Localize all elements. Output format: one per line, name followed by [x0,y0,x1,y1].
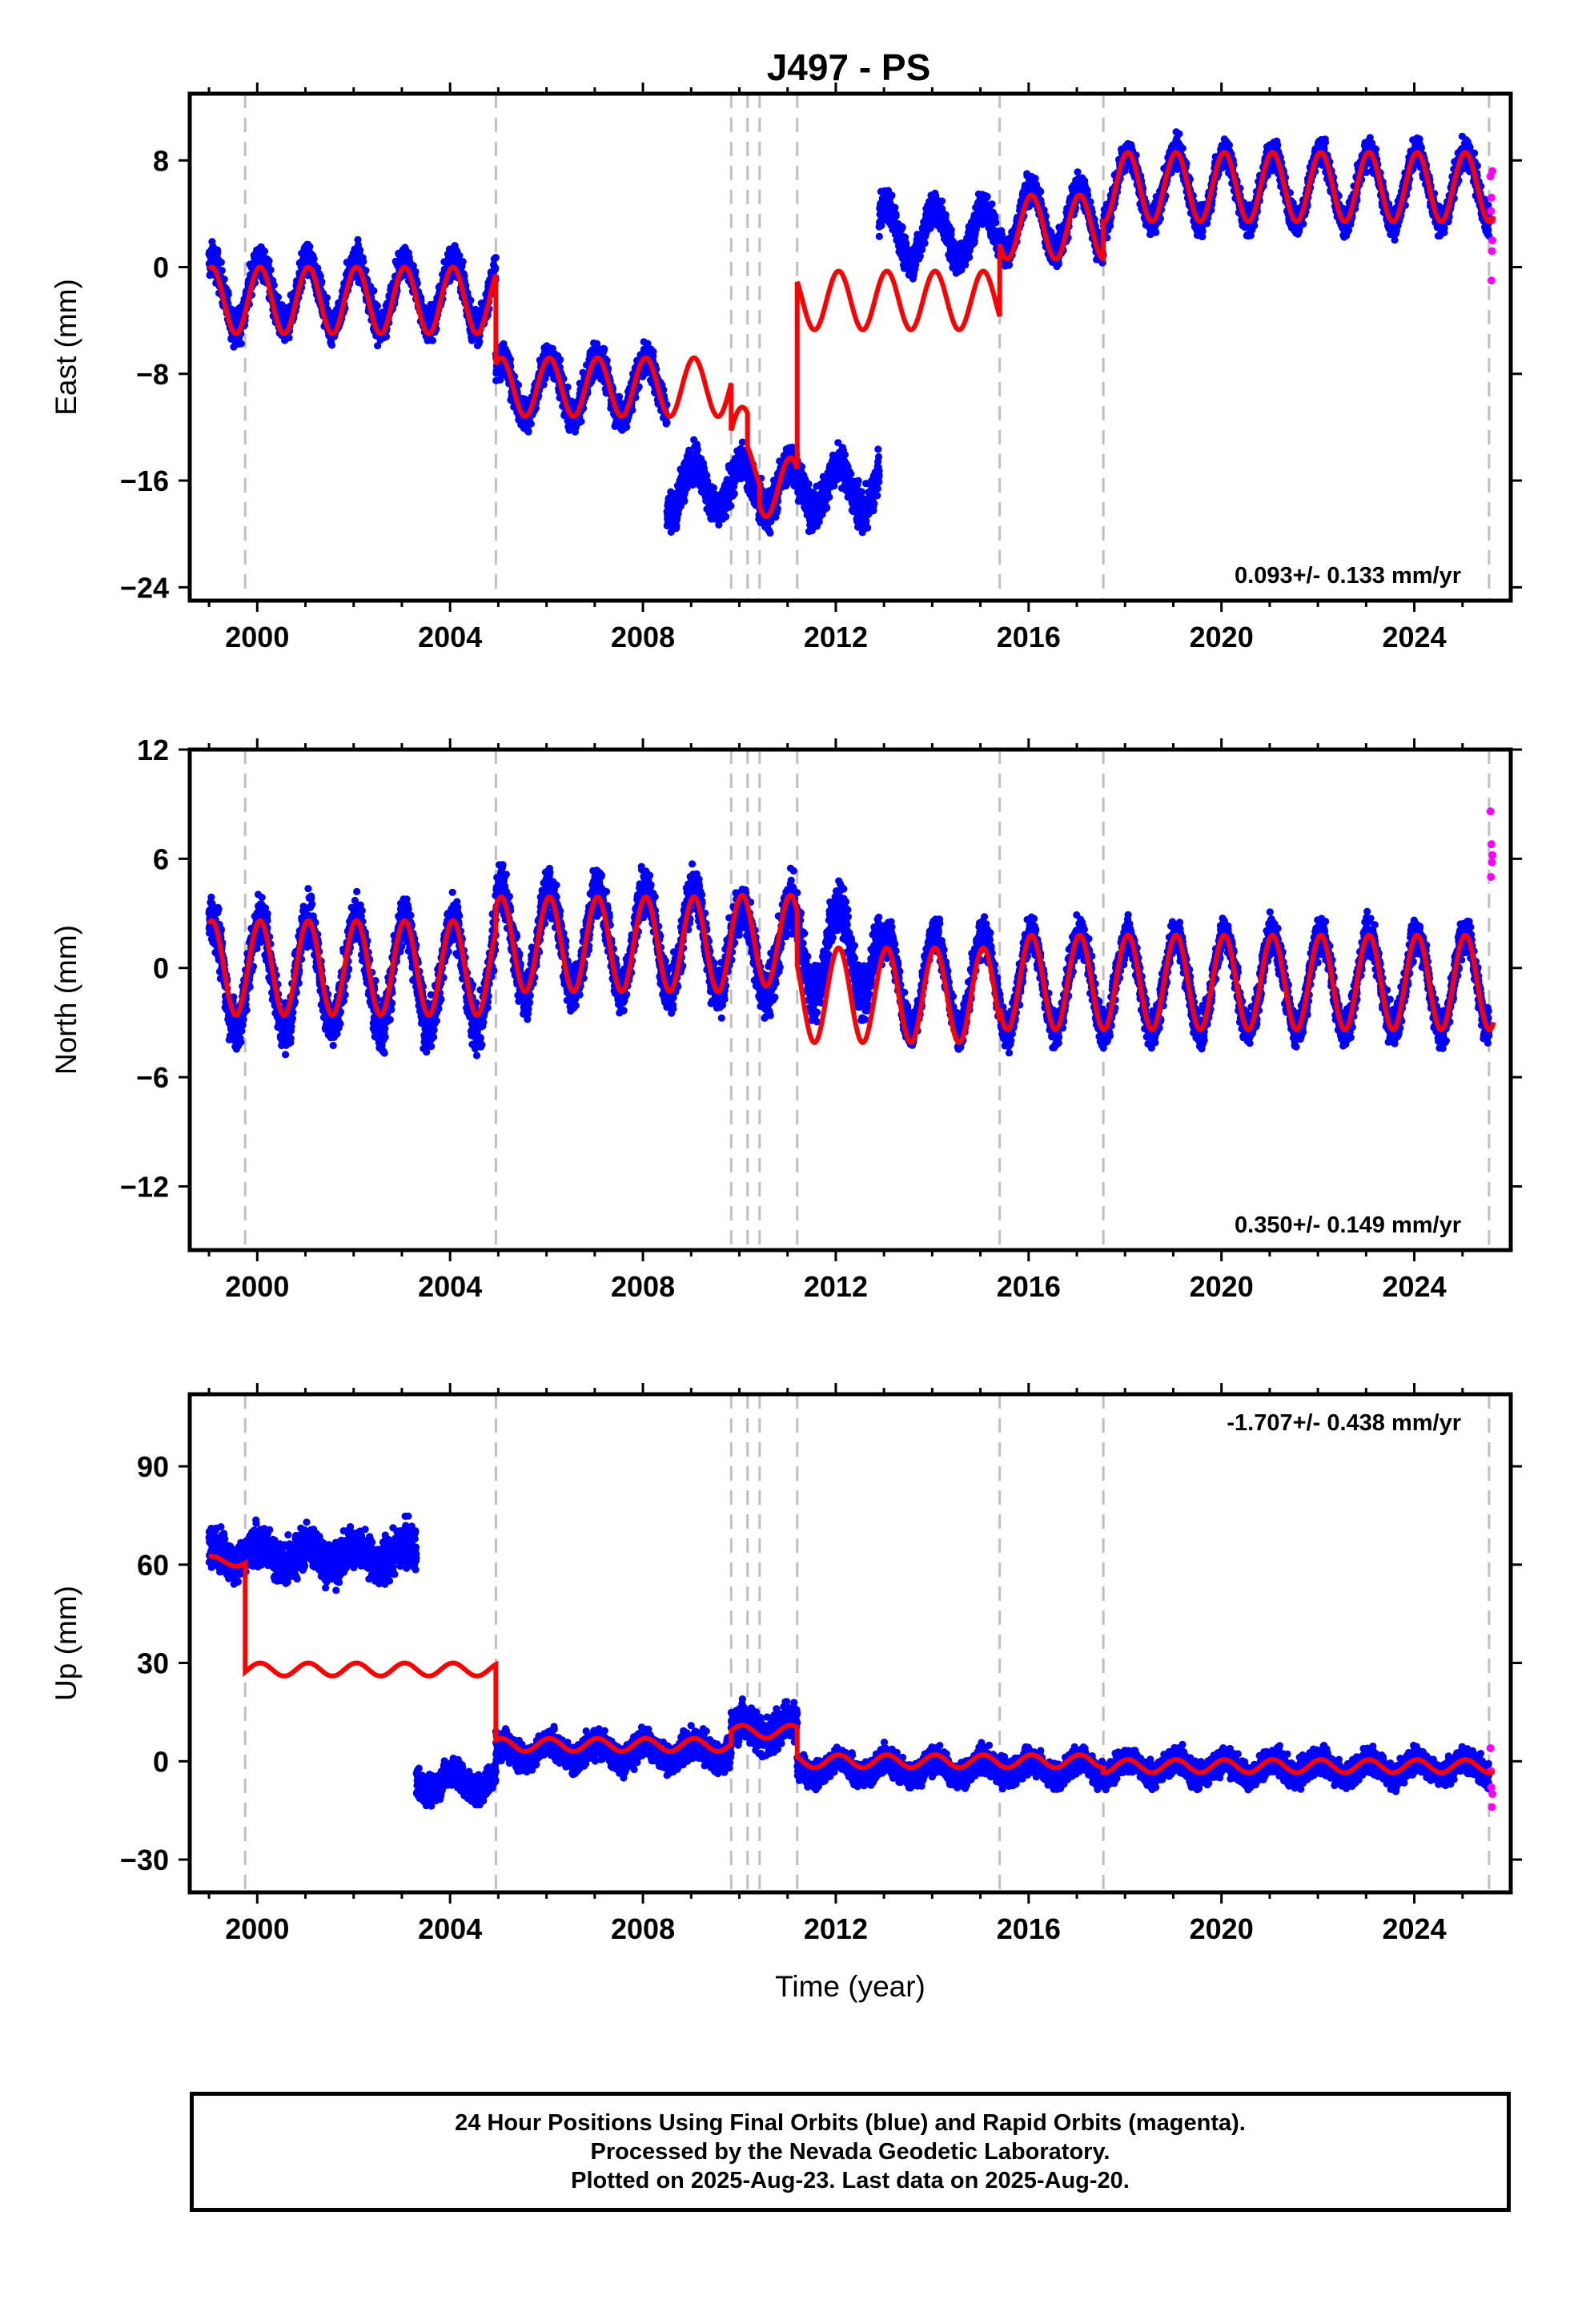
data-point [841,451,849,459]
data-point [709,484,718,492]
data-point [874,452,883,461]
data-point [623,423,631,431]
series-final-orbits-east [205,128,1493,537]
data-point [310,255,318,263]
data-point [875,232,883,240]
data-point [874,445,882,453]
data-point [428,336,437,344]
data-point [265,257,273,265]
data-point [467,296,475,304]
data-point [722,513,730,521]
data-point [323,294,331,302]
data-point [285,334,293,342]
data-point [615,392,624,400]
plot-area-east [205,94,1497,601]
data-point [274,293,282,301]
data-point [373,302,381,310]
data-point [318,278,326,286]
data-point [412,267,420,275]
data-point [600,345,608,353]
data-point [727,502,735,510]
data-point [663,419,671,427]
data-point [693,445,702,454]
data-point [237,340,245,348]
data-point [901,233,909,241]
data-point [823,504,831,512]
data-point [857,488,865,496]
data-point [218,267,226,275]
data-point [891,203,899,211]
data-point [847,470,855,478]
data-point [217,259,225,267]
data-point [459,258,467,266]
data-point [316,272,324,280]
data-point [556,356,564,364]
data-point [267,266,275,274]
data-point [875,472,883,480]
panel-east: 2000 2004 2008 2012 2016 2020 2024−24−16−808Ea… [50,82,1522,653]
data-point [898,223,906,231]
data-point [854,476,862,485]
data-point [370,287,378,295]
data-point [224,291,232,299]
data-point [270,281,278,289]
data-point [577,417,585,425]
data-point [327,341,336,349]
data-point [214,248,222,257]
data-point [875,478,883,486]
data-point [916,252,924,260]
data-point [864,524,872,532]
data-point [220,275,228,283]
chart-title: J497 - PS [767,46,931,88]
data-point [564,383,572,391]
data-point [354,235,362,243]
data-point [873,492,881,500]
data-point [362,267,370,275]
data-point [359,258,367,266]
data-point [825,493,833,501]
data-point [681,497,689,505]
data-point [738,438,747,446]
data-point [805,480,813,489]
data-point [524,428,532,436]
data-point [766,529,774,537]
data-point [306,243,314,251]
data-point [649,348,657,356]
data-point [921,239,929,247]
data-point [260,247,269,255]
data-point [730,489,738,498]
data-point [356,246,364,254]
data-point [527,420,535,428]
data-point [892,212,900,220]
data-point [862,517,870,525]
data-point [870,500,878,508]
data-point [492,254,500,262]
data-point [888,191,896,199]
data-point [492,263,500,272]
